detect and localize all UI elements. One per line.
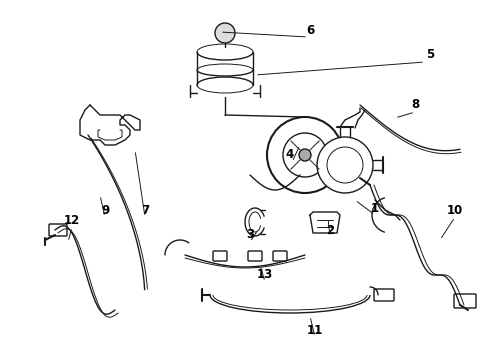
Text: 1: 1 (371, 202, 379, 215)
Circle shape (299, 149, 311, 161)
Text: 13: 13 (257, 269, 273, 282)
FancyBboxPatch shape (213, 251, 227, 261)
Text: 7: 7 (141, 203, 149, 216)
FancyBboxPatch shape (248, 251, 262, 261)
Circle shape (283, 133, 327, 177)
Text: 9: 9 (101, 203, 109, 216)
Circle shape (317, 137, 373, 193)
Text: 3: 3 (246, 229, 254, 242)
Text: 4: 4 (286, 148, 294, 162)
Text: 10: 10 (447, 203, 463, 216)
FancyBboxPatch shape (49, 224, 67, 236)
Text: 5: 5 (426, 49, 434, 62)
Text: 8: 8 (411, 99, 419, 112)
Text: 12: 12 (64, 213, 80, 226)
Circle shape (267, 117, 343, 193)
Text: 11: 11 (307, 324, 323, 337)
FancyBboxPatch shape (273, 251, 287, 261)
Circle shape (215, 23, 235, 43)
Text: 6: 6 (306, 23, 314, 36)
FancyBboxPatch shape (454, 294, 476, 308)
FancyBboxPatch shape (374, 289, 394, 301)
Text: 2: 2 (326, 224, 334, 237)
Circle shape (327, 147, 363, 183)
